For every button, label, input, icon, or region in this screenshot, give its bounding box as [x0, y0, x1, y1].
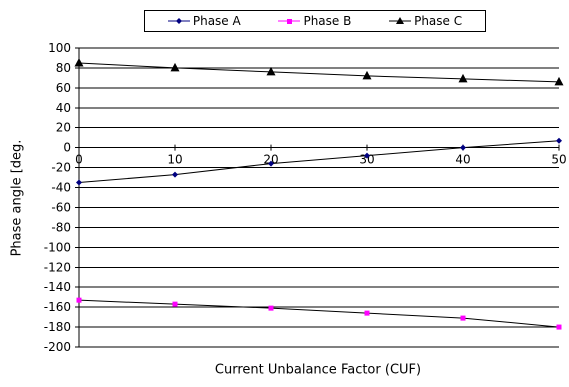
y-tick-label: -200 — [44, 340, 71, 354]
y-tick-label: 40 — [56, 101, 71, 115]
x-tick-label: 10 — [167, 153, 182, 167]
y-tick-label: -120 — [44, 260, 71, 274]
legend-label-phase-b: Phase B — [303, 14, 352, 28]
series-line-phase-b — [78, 299, 560, 328]
y-tick-label: -140 — [44, 280, 71, 294]
y-tick-label: -100 — [44, 240, 71, 254]
y-tick-label: 100 — [48, 41, 71, 55]
point-phase-c — [266, 66, 276, 76]
y-tick-label: -40 — [51, 181, 71, 195]
legend-swatch-phase-a — [167, 18, 190, 24]
legend-swatch-phase-b — [278, 19, 301, 24]
point-phase-b — [76, 297, 82, 303]
y-tick-label: -80 — [51, 220, 71, 234]
series-line-phase-c — [78, 62, 560, 83]
y-tick-label: -160 — [44, 300, 71, 314]
point-phase-b — [460, 315, 466, 321]
point-phase-b — [364, 310, 370, 316]
legend-item-phase-a: Phase A — [167, 14, 241, 28]
point-phase-c — [74, 57, 84, 67]
point-phase-b — [556, 324, 562, 330]
y-tick-label: 80 — [56, 61, 71, 75]
x-tick-labels: 0 10 20 30 40 50 — [75, 153, 566, 167]
y-axis-title: Phase angle [deg. — [9, 139, 25, 257]
legend: Phase A Phase B Phase C — [144, 10, 486, 32]
point-phase-b — [268, 305, 274, 311]
point-phase-a — [364, 152, 370, 159]
series-layer — [74, 57, 564, 330]
y-tick-labels: 100 80 60 40 20 0 -20 -40 -60 -80 -100 -120 -140 -160… — [44, 41, 71, 354]
point-phase-a — [76, 179, 82, 186]
legend-item-phase-b: Phase B — [278, 14, 351, 28]
legend-swatch-phase-c — [389, 17, 412, 24]
y-tick-label: -60 — [51, 200, 71, 214]
legend-label-phase-c: Phase C — [414, 14, 463, 28]
point-phase-c — [458, 73, 468, 83]
gridlines — [75, 47, 559, 348]
point-phase-a — [172, 171, 178, 178]
point-phase-a — [268, 160, 274, 167]
y-tick-label: -180 — [44, 320, 71, 334]
legend-label-phase-a: Phase A — [192, 14, 241, 28]
point-phase-a — [556, 137, 562, 144]
y-tick-label: 60 — [56, 81, 71, 95]
axes — [78, 48, 560, 347]
y-tick-label: -20 — [51, 161, 71, 175]
point-phase-c — [170, 62, 180, 72]
point-phase-a — [460, 144, 466, 151]
legend-item-phase-c: Phase C — [389, 14, 462, 28]
point-phase-c — [554, 76, 564, 86]
x-tick-label: 50 — [551, 153, 566, 167]
y-tick-label: 20 — [56, 121, 71, 135]
x-tick-label: 40 — [455, 153, 470, 167]
x-axis-title: Current Unbalance Factor (CUF) — [214, 362, 422, 378]
point-phase-b — [172, 301, 178, 307]
y-tick-label: 0 — [63, 141, 71, 155]
x-tick-label: 0 — [75, 153, 83, 167]
series-line-phase-a — [78, 140, 560, 184]
point-phase-c — [362, 70, 372, 80]
